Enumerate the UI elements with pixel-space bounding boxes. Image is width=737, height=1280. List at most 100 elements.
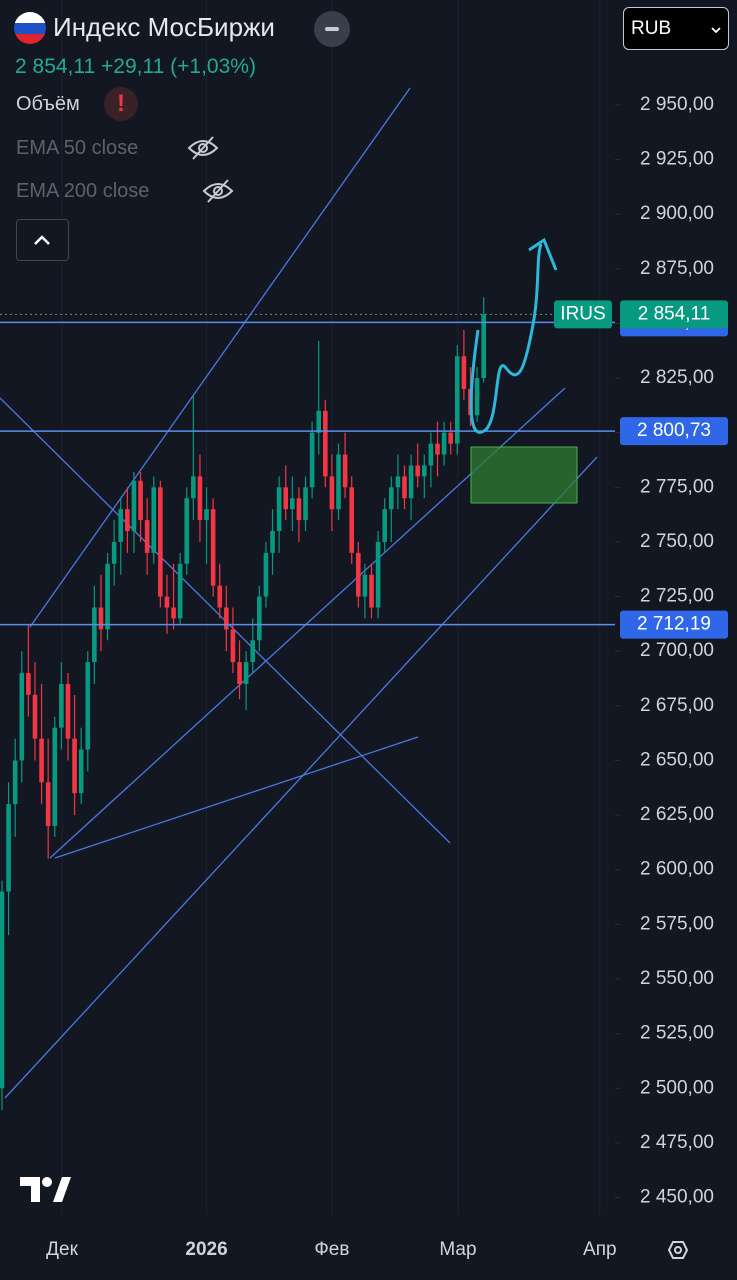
x-tick-label: Фев: [314, 1239, 349, 1260]
price: 2 854,11: [15, 55, 96, 78]
collapse-legend-button[interactable]: [16, 219, 69, 261]
title: Индекс МосБиржи: [53, 12, 275, 42]
candle-body: [369, 574, 374, 608]
candle-body: [204, 509, 209, 521]
candle-body: [85, 662, 91, 750]
candle-body: [0, 891, 5, 1089]
candle-body: [210, 509, 216, 586]
indicator-volume[interactable]: Объём: [16, 93, 80, 115]
candle-body: [45, 782, 51, 827]
candle-body: [144, 520, 150, 553]
price-line: 2 854,11 +29,11 (+1,03%): [15, 55, 256, 79]
candle-body: [78, 749, 84, 794]
y-tick-label: 2 650,00: [640, 749, 714, 770]
candle-body: [342, 454, 348, 488]
candle-body: [19, 673, 25, 761]
candle-body: [290, 498, 295, 510]
y-tick-label: 2 700,00: [640, 640, 714, 661]
candle-body: [105, 563, 110, 630]
drawings: [0, 87, 598, 1099]
candle-body: [435, 443, 440, 455]
candle-body: [12, 760, 18, 805]
candle-body: [26, 673, 31, 695]
y-tick-label: 2 675,00: [640, 695, 714, 716]
error-icon[interactable]: !: [104, 87, 138, 121]
y-tick-label: 2 875,00: [640, 258, 714, 279]
candle-body: [151, 487, 157, 553]
candle-body: [316, 410, 322, 433]
candle-body: [349, 487, 355, 553]
collapse-symbol-button[interactable]: [314, 11, 350, 47]
candle-body: [356, 552, 361, 597]
y-tick-label: 2 950,00: [640, 94, 714, 115]
candle-body: [59, 683, 64, 728]
trend-line: [4, 456, 598, 1099]
candle-body: [250, 640, 256, 663]
candles: [0, 297, 615, 1111]
y-tick-label: 2 750,00: [640, 531, 714, 552]
last-price-label: 2 854,11: [638, 303, 711, 324]
candle-body: [217, 585, 223, 608]
candle-body: [375, 541, 381, 608]
y-tick-label: 2 475,00: [640, 1132, 714, 1153]
x-tick-label: Апр: [583, 1239, 617, 1260]
indicator-ema50[interactable]: EMA 50 close: [16, 137, 139, 159]
symbol-label: IRUS: [560, 303, 605, 324]
candle-body: [118, 509, 124, 542]
flag: [14, 12, 46, 44]
symbol-tag: [554, 300, 612, 329]
x-tick-label: 2026: [185, 1239, 227, 1260]
candle-body: [395, 476, 401, 488]
candle-body: [428, 443, 434, 466]
target-zone: [470, 446, 578, 504]
candle-body: [6, 804, 11, 892]
candle-body: [474, 378, 480, 416]
settings-icon[interactable]: [667, 1241, 689, 1259]
y-tick-label: 2 550,00: [640, 968, 714, 989]
hidden-icon[interactable]: [186, 134, 220, 162]
candle-body: [111, 541, 117, 564]
candle-body: [309, 432, 315, 488]
candle-body: [283, 487, 289, 510]
candle-body: [329, 476, 335, 510]
candle-body: [237, 662, 242, 684]
grid: [61, 0, 601, 1215]
candle-body: [125, 509, 130, 532]
forecast-arrow: [469, 243, 543, 434]
indicator-ema200[interactable]: EMA 200 close: [16, 180, 150, 202]
y-tick-label: 2 900,00: [640, 203, 714, 224]
candle-body: [98, 607, 104, 630]
candle-body: [448, 432, 453, 444]
y-tick-label: 2 925,00: [640, 149, 714, 170]
candle-body: [461, 356, 467, 389]
x-tick-label: Дек: [46, 1239, 78, 1260]
candle-body: [230, 629, 236, 663]
candle-body: [408, 465, 414, 499]
y-tick-label: 2 450,00: [640, 1187, 714, 1208]
y-tick-label: 2 500,00: [640, 1077, 714, 1098]
candle-body: [382, 509, 388, 542]
y-tick-label: 2 825,00: [640, 367, 714, 388]
candle-body: [138, 480, 143, 521]
change: +29,11: [101, 55, 165, 78]
candle-body: [296, 498, 302, 521]
candle-body: [481, 314, 486, 379]
y-tick-label: 2 525,00: [640, 1023, 714, 1044]
axis: Дек 2026 Фев Мар Апр 2 450,00 2 475,00 2 500,00…: [46, 94, 728, 1260]
candle-body: [164, 596, 170, 608]
currency: RUB: [631, 18, 672, 39]
hidden-icon[interactable]: [201, 177, 235, 205]
settings-icon-dot: [674, 1246, 682, 1254]
candle-body: [224, 607, 229, 630]
candle-body: [303, 487, 308, 521]
level-label: 2 712,19: [637, 614, 711, 635]
arrow-head: [528, 237, 558, 271]
candle-body: [336, 454, 341, 510]
y-tick-label: 2 775,00: [640, 476, 714, 497]
currency-select[interactable]: RUB: [623, 7, 729, 50]
trend-line: [29, 87, 411, 628]
candle-body: [270, 531, 275, 553]
candle-body: [421, 465, 427, 477]
candle-body: [65, 683, 71, 739]
